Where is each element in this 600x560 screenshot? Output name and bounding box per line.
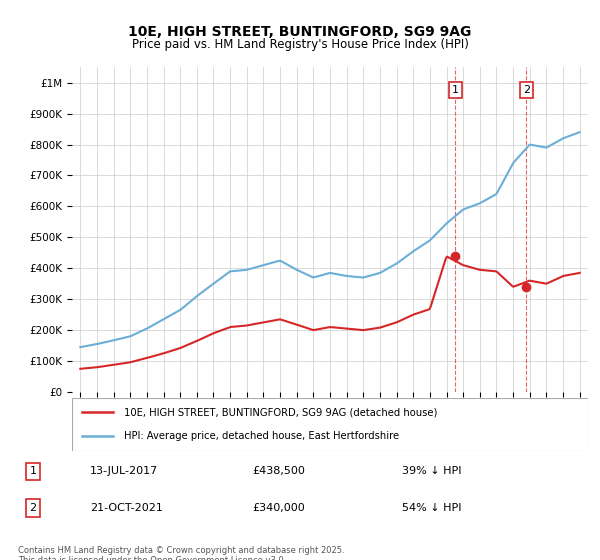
FancyBboxPatch shape [72,398,588,451]
Text: 1: 1 [29,466,37,477]
Text: Contains HM Land Registry data © Crown copyright and database right 2025.
This d: Contains HM Land Registry data © Crown c… [18,546,344,560]
Text: 13-JUL-2017: 13-JUL-2017 [90,466,158,477]
Text: 2: 2 [523,85,530,95]
Text: £340,000: £340,000 [252,503,305,513]
Text: 54% ↓ HPI: 54% ↓ HPI [402,503,461,513]
Text: 10E, HIGH STREET, BUNTINGFORD, SG9 9AG: 10E, HIGH STREET, BUNTINGFORD, SG9 9AG [128,25,472,39]
Text: 39% ↓ HPI: 39% ↓ HPI [402,466,461,477]
Text: 21-OCT-2021: 21-OCT-2021 [90,503,163,513]
Text: £438,500: £438,500 [252,466,305,477]
Text: 2: 2 [29,503,37,513]
Text: 1: 1 [452,85,459,95]
Text: Price paid vs. HM Land Registry's House Price Index (HPI): Price paid vs. HM Land Registry's House … [131,38,469,51]
Text: 10E, HIGH STREET, BUNTINGFORD, SG9 9AG (detached house): 10E, HIGH STREET, BUNTINGFORD, SG9 9AG (… [124,408,437,418]
Text: HPI: Average price, detached house, East Hertfordshire: HPI: Average price, detached house, East… [124,431,399,441]
